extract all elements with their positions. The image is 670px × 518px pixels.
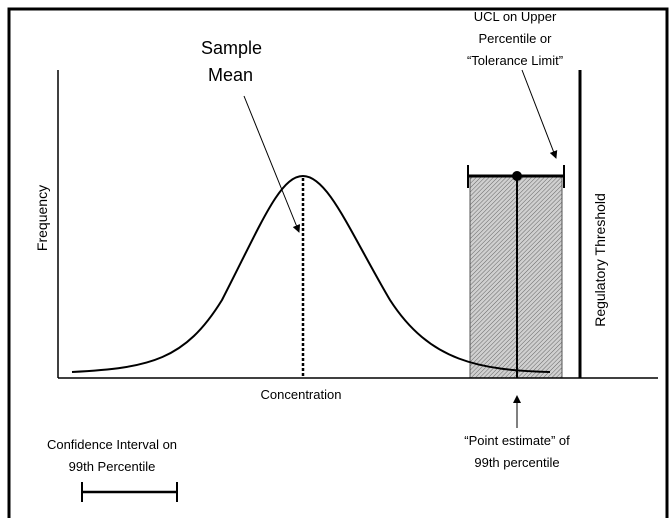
label-line: Confidence Interval on: [47, 437, 177, 452]
label-line: UCL on Upper: [474, 9, 557, 24]
x-axis-label: Concentration: [261, 387, 342, 402]
label-line: 99th percentile: [474, 455, 559, 470]
label-line: 99th Percentile: [69, 459, 156, 474]
ucl-arrow: [521, 69, 558, 159]
label-line: Mean: [208, 65, 253, 85]
mean-arrow: [243, 95, 301, 233]
label-line: Sample: [201, 38, 262, 58]
distribution-curve: [71, 174, 551, 373]
y-axis-label: Frequency: [34, 185, 50, 251]
point-estimate-dot: [512, 171, 522, 181]
frame: [7, 7, 669, 518]
label-line: Percentile or: [479, 31, 553, 46]
label-line: “Tolerance Limit”: [467, 53, 563, 68]
label-line: “Point estimate” of: [464, 433, 570, 448]
threshold-label: Regulatory Threshold: [592, 193, 608, 327]
